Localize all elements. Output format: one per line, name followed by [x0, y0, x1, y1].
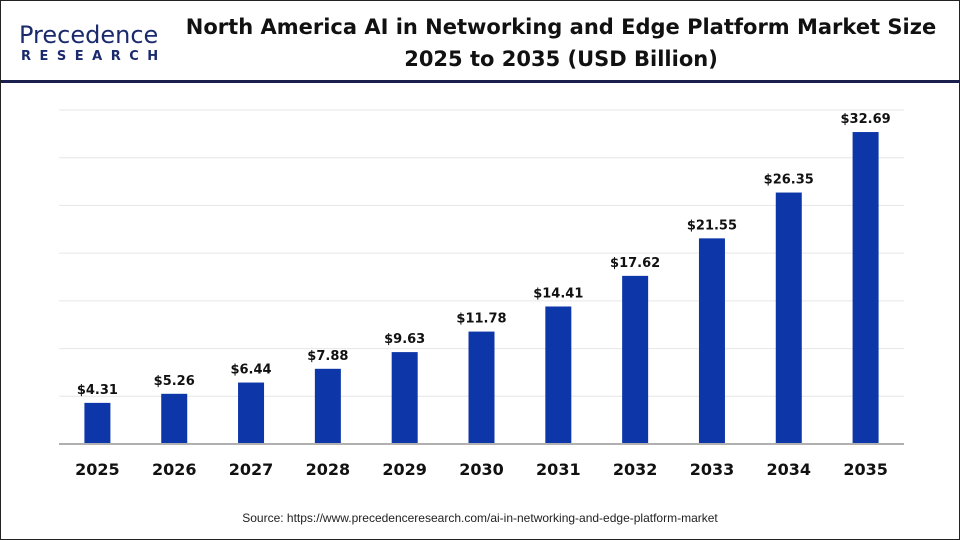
data-label: $9.63	[384, 332, 425, 347]
bar-2033	[698, 238, 725, 444]
data-label: $4.31	[77, 383, 118, 398]
bar-2029	[391, 352, 418, 444]
precedence-research-logo: Precedence RESEARCH	[17, 21, 159, 65]
bar-2034	[775, 192, 802, 444]
data-label: $6.44	[230, 363, 271, 378]
x-tick-label: 2029	[382, 460, 427, 479]
data-label: $7.88	[307, 349, 348, 364]
x-tick-label: 2032	[613, 460, 658, 479]
x-tick-label: 2025	[75, 460, 120, 479]
x-tick-label: 2034	[767, 460, 812, 479]
logo-text-bottom: RESEARCH	[21, 49, 167, 64]
data-label: $5.26	[154, 374, 195, 389]
chart-title: North America AI in Networking and Edge …	[171, 11, 951, 75]
x-tick-label: 2027	[229, 460, 274, 479]
x-tick-label: 2030	[459, 460, 504, 479]
x-tick-label: 2028	[306, 460, 351, 479]
logo-text-top: Precedence	[19, 21, 159, 49]
data-label: $21.55	[687, 218, 737, 233]
x-tick-label: 2033	[690, 460, 735, 479]
data-label: $26.35	[764, 173, 814, 188]
data-label: $11.78	[456, 312, 506, 327]
title-line-1: North America AI in Networking and Edge …	[185, 15, 937, 39]
bar-2026	[161, 393, 188, 444]
bar-2025	[84, 402, 111, 444]
bar-2031	[545, 306, 572, 444]
data-label: $14.41	[533, 286, 583, 301]
x-tick-label: 2035	[843, 460, 888, 479]
x-tick-label: 2026	[152, 460, 197, 479]
bar-2032	[622, 275, 649, 444]
bar-2028	[314, 368, 341, 444]
bar-2030	[468, 331, 495, 444]
data-label: $32.69	[841, 112, 891, 127]
source-note: Source: https://www.precedenceresearch.c…	[242, 511, 718, 525]
title-line-2: 2025 to 2035 (USD Billion)	[404, 47, 718, 71]
x-tick-label: 2031	[536, 460, 581, 479]
bar-2035	[852, 132, 879, 444]
data-label: $17.62	[610, 256, 660, 271]
header: Precedence RESEARCH North America AI in …	[1, 1, 959, 83]
bar-2027	[238, 382, 265, 444]
